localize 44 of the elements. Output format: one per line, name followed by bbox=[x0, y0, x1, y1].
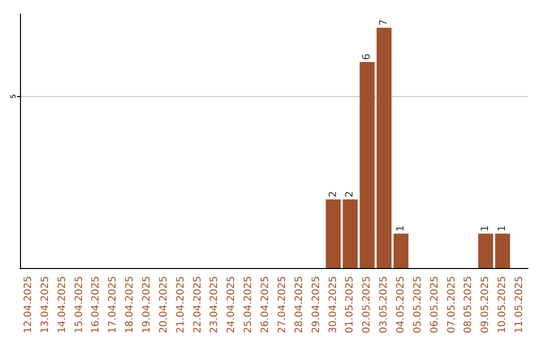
x-tick-label: 13.04.2025 bbox=[40, 276, 51, 334]
x-tick-label: 30.04.2025 bbox=[328, 276, 339, 334]
data-label: 7 bbox=[378, 19, 390, 26]
bar bbox=[394, 234, 408, 268]
x-tick-label: 03.05.2025 bbox=[378, 276, 390, 334]
bar bbox=[478, 234, 494, 268]
data-label: 2 bbox=[328, 190, 339, 198]
x-tick-label: 06.05.2025 bbox=[429, 276, 440, 334]
x-tick-label: 10.05.2025 bbox=[497, 276, 508, 334]
x-tick-label: 14.04.2025 bbox=[56, 276, 68, 334]
data-label: 6 bbox=[362, 54, 373, 60]
x-tick-label: 02.05.2025 bbox=[362, 276, 373, 334]
x-tick-label: 12.04.2025 bbox=[22, 276, 34, 334]
bar bbox=[326, 199, 341, 268]
x-tick-label: 04.05.2025 bbox=[396, 276, 406, 334]
x-tick-label: 01.05.2025 bbox=[344, 276, 356, 334]
x-tick-label: 07.05.2025 bbox=[446, 276, 458, 334]
data-label: 1 bbox=[497, 225, 508, 232]
x-tick-label: 25.04.2025 bbox=[243, 276, 254, 334]
bar bbox=[360, 62, 375, 268]
x-tick-label: 28.04.2025 bbox=[294, 276, 305, 334]
x-tick-label: 24.04.2025 bbox=[226, 276, 238, 334]
x-tick-label: 19.04.2025 bbox=[142, 276, 152, 334]
data-label: 1 bbox=[396, 225, 406, 232]
x-tick-label: 22.04.2025 bbox=[192, 276, 204, 334]
x-tick-label: 11.05.2025 bbox=[514, 276, 526, 334]
x-tick-label: 29.04.2025 bbox=[310, 276, 322, 334]
bar bbox=[342, 199, 358, 268]
x-tick-label: 16.04.2025 bbox=[90, 276, 102, 334]
x-tick-label: 21.04.2025 bbox=[175, 276, 186, 334]
x-tick-label: 18.04.2025 bbox=[124, 276, 136, 334]
data-label: 2 bbox=[344, 190, 356, 198]
x-tick-label: 20.04.2025 bbox=[158, 276, 170, 334]
x-tick-label: 08.05.2025 bbox=[463, 276, 474, 334]
bar bbox=[376, 28, 392, 268]
x-tick-label: 27.04.2025 bbox=[276, 276, 288, 334]
x-tick-label: 26.04.2025 bbox=[260, 276, 272, 334]
x-tick-label: 15.04.2025 bbox=[74, 276, 85, 334]
x-tick-label: 17.04.2025 bbox=[108, 276, 119, 334]
data-label: 1 bbox=[480, 225, 492, 232]
x-tick-label: 23.04.2025 bbox=[209, 276, 220, 334]
bar bbox=[495, 234, 510, 268]
x-tick-label: 09.05.2025 bbox=[480, 276, 492, 334]
x-tick-label: 05.05.2025 bbox=[412, 276, 424, 334]
